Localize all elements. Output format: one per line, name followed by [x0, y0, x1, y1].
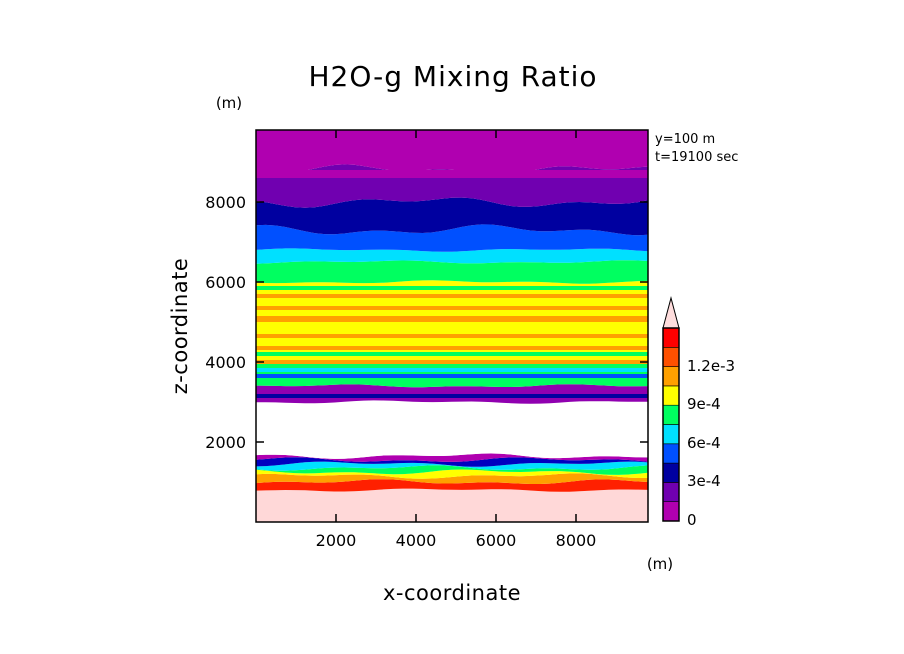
contour-band [256, 469, 648, 479]
contour-band [256, 130, 648, 176]
x-axis: 2000 4000 6000 8000 [316, 130, 597, 550]
contour-band [256, 457, 648, 467]
colorbar-tick-label: 1.2e-3 [687, 357, 735, 375]
contour-details [256, 170, 648, 398]
colorbar: 0 3e-4 6e-4 9e-4 1.2e-3 [662, 296, 735, 529]
contour-bands [256, 130, 648, 522]
contour-band [256, 248, 648, 264]
contour-stripe [256, 352, 648, 356]
x-axis-label: x-coordinate [383, 581, 521, 605]
contour-band [256, 197, 648, 236]
contour-band [256, 224, 648, 252]
colorbar-swatch [662, 482, 680, 502]
x-axis-unit: (m) [647, 555, 673, 573]
contour-stripe [256, 368, 648, 372]
contour-stripe [256, 334, 648, 338]
y-tick-label: 6000 [205, 273, 246, 292]
annotation-y: y=100 m [655, 132, 715, 147]
contour-band [256, 479, 648, 492]
colorbar-swatch [662, 424, 680, 445]
contour-stripe [256, 374, 648, 378]
x-tick-label: 8000 [556, 531, 597, 550]
contour-stripe [256, 286, 648, 290]
contour-band [256, 473, 648, 484]
chart-title: H2O-g Mixing Ratio [308, 60, 597, 93]
contour-band [256, 461, 648, 471]
colorbar-frame [662, 327, 680, 522]
contour-band [256, 400, 648, 459]
colorbar-tick-label: 9e-4 [687, 395, 721, 413]
colorbar-swatch [662, 366, 680, 387]
colorbar-extend-arrow [662, 296, 680, 329]
y-tick-label: 8000 [205, 193, 246, 212]
contour-stripe [256, 306, 648, 310]
colorbar-tick-label: 6e-4 [687, 434, 721, 452]
contour-stripe [256, 316, 648, 322]
contour-band [256, 360, 648, 388]
contour-stripe [256, 170, 648, 178]
contour-band [256, 488, 648, 522]
x-tick-label: 6000 [476, 531, 517, 550]
colorbar-tick-label: 3e-4 [687, 472, 721, 490]
contour-band [256, 465, 648, 475]
colorbar-swatch [662, 404, 680, 425]
colorbar-swatch [662, 462, 680, 483]
contour-band [256, 453, 648, 462]
contour-band [256, 280, 648, 364]
x-tick-label: 2000 [316, 531, 357, 550]
annotation-t: t=19100 sec [655, 150, 738, 165]
colorbar-swatch [662, 443, 680, 464]
contour-band [256, 260, 648, 284]
colorbar-swatch [662, 346, 680, 367]
colorbar-tick-label: 0 [687, 511, 697, 529]
y-tick-label: 2000 [205, 433, 246, 452]
x-tick-label: 4000 [396, 531, 437, 550]
plot-frame [255, 129, 649, 523]
contour-stripe [256, 394, 648, 398]
contour-stripe [256, 360, 648, 364]
y-axis-unit: (m) [216, 94, 242, 112]
colorbar-swatch [662, 385, 680, 406]
y-axis: 2000 4000 6000 8000 [205, 193, 648, 452]
colorbar-swatch [662, 327, 680, 348]
y-axis-label: z-coordinate [168, 258, 192, 395]
colorbar-swatch [662, 501, 680, 522]
contour-stripe [256, 346, 648, 350]
contour-stripe [256, 294, 648, 298]
plot-area [256, 130, 648, 522]
y-tick-label: 4000 [205, 353, 246, 372]
